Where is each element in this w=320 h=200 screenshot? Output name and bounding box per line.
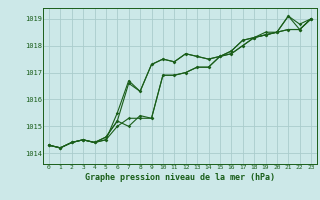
X-axis label: Graphe pression niveau de la mer (hPa): Graphe pression niveau de la mer (hPa) (85, 173, 275, 182)
